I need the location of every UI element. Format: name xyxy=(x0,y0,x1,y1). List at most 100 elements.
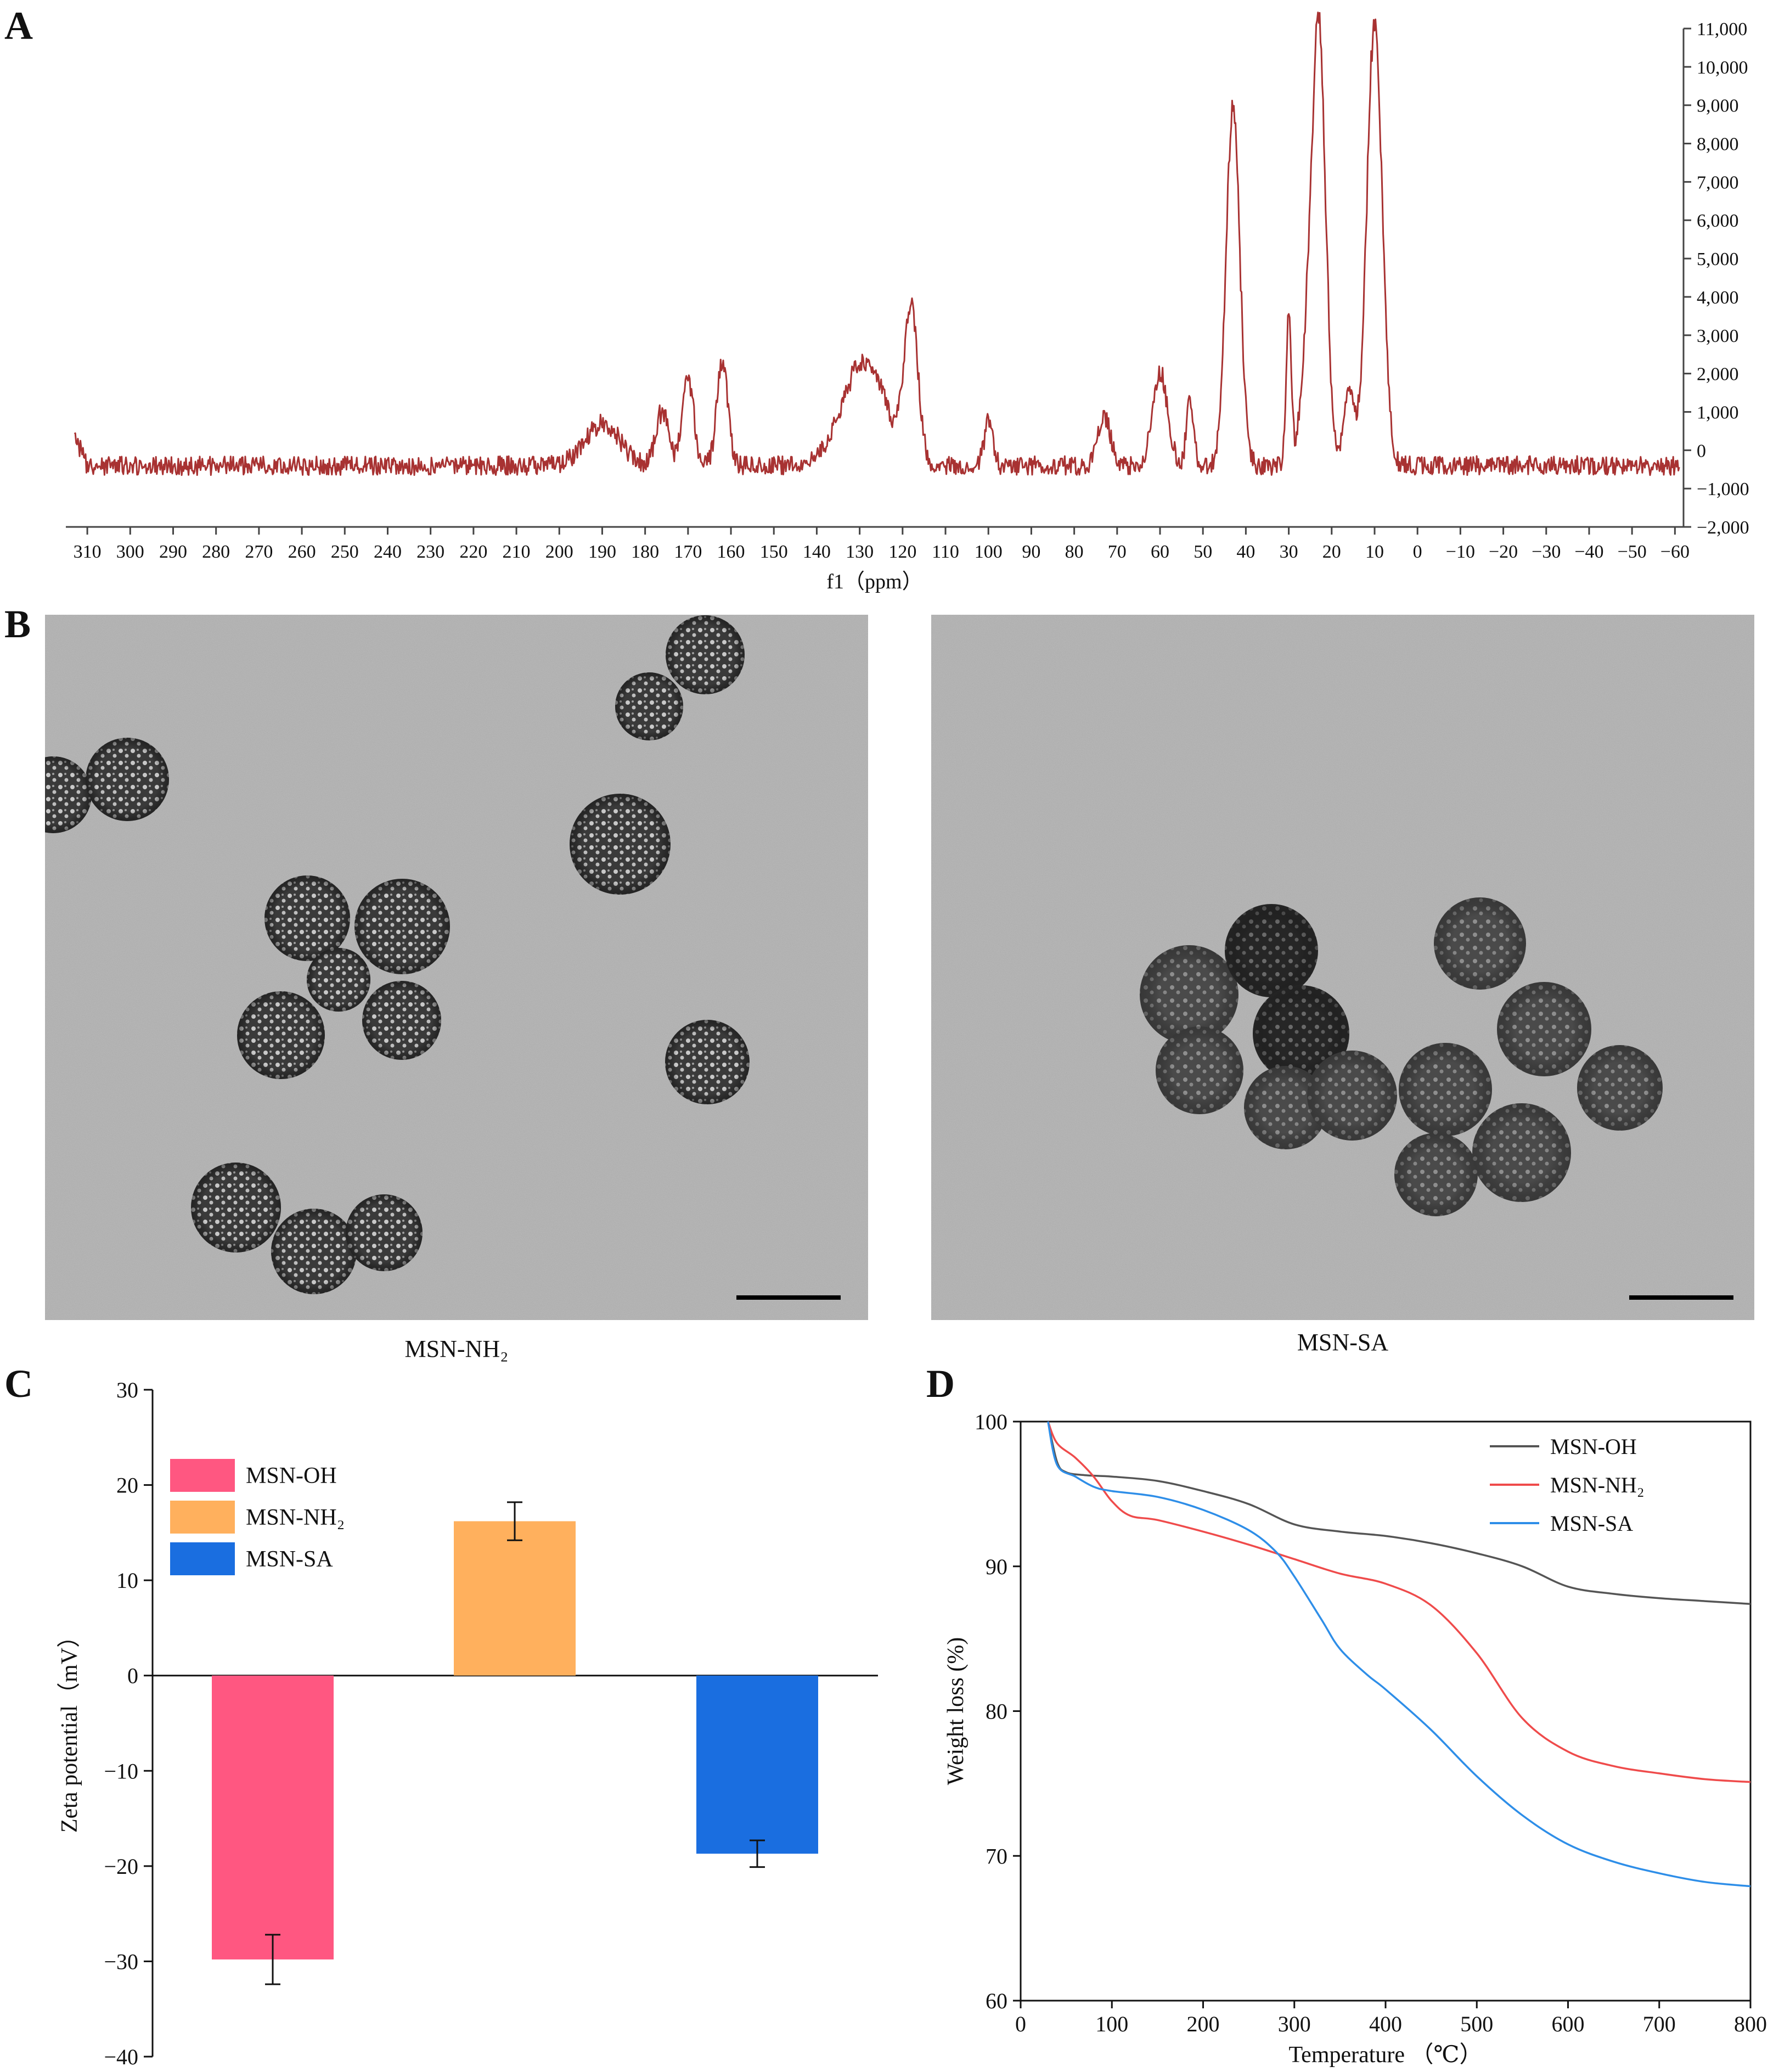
x-tick-label: 240 xyxy=(374,542,402,562)
series-line xyxy=(1047,1421,1751,1888)
y-tick-label: 9,000 xyxy=(1697,96,1739,116)
y-tick-label: 11,000 xyxy=(1697,19,1747,40)
x-tick-label: 110 xyxy=(932,542,959,562)
x-tick-label: 100 xyxy=(1095,2012,1128,2036)
y-tick-label: 7,000 xyxy=(1697,172,1739,193)
y-tick-label: 0 xyxy=(127,1664,138,1688)
x-tick-label: 600 xyxy=(1552,2012,1585,2036)
x-tick-label: −60 xyxy=(1660,542,1690,562)
x-tick-label: 300 xyxy=(116,542,144,562)
y-tick-label: 6,000 xyxy=(1697,211,1739,231)
x-tick-label: 0 xyxy=(1015,2012,1026,2036)
x-tick-label: 400 xyxy=(1369,2012,1402,2036)
x-tick-label: 500 xyxy=(1460,2012,1493,2036)
x-axis-title: f1（ppm） xyxy=(826,570,922,593)
x-tick-label: −20 xyxy=(1489,542,1518,562)
x-tick-label: 10 xyxy=(1365,542,1384,562)
y-tick-label: 100 xyxy=(975,1410,1007,1434)
x-tick-label: 140 xyxy=(803,542,831,562)
x-tick-label: 210 xyxy=(503,542,531,562)
tem-caption-left: MSN-NH₂ xyxy=(404,1335,509,1362)
tem-image-msn-sa xyxy=(931,615,1754,1320)
x-tick-label: 190 xyxy=(588,542,616,562)
x-tick-label: 30 xyxy=(1280,542,1298,562)
x-tick-label: 220 xyxy=(459,542,487,562)
series-line xyxy=(1047,1421,1751,1605)
y-tick-label: −40 xyxy=(104,2045,138,2069)
x-tick-label: 180 xyxy=(631,542,659,562)
zeta-potential-chart: 30 20 10 0 −10 −20 −30 −40 Zeta potential（mV） MSN… xyxy=(57,1378,878,2069)
y-tick-label: 10,000 xyxy=(1697,58,1748,78)
x-tick-label: 150 xyxy=(760,542,788,562)
legend-label: MSN-OH xyxy=(246,1463,337,1489)
y-tick-label: 0 xyxy=(1697,441,1706,461)
x-axis-title: Temperature （℃） xyxy=(1288,2042,1482,2068)
y-tick-label: 4,000 xyxy=(1697,288,1739,308)
panel-letter-b: B xyxy=(4,602,31,646)
panel-letter-a: A xyxy=(4,4,33,48)
x-tick-label: 230 xyxy=(416,542,444,562)
x-tick-label: 130 xyxy=(846,542,874,562)
y-tick-label: 80 xyxy=(986,1699,1007,1724)
x-tick-label: 250 xyxy=(331,542,359,562)
y-tick-label: 90 xyxy=(986,1554,1007,1579)
x-tick-label: 40 xyxy=(1236,542,1255,562)
x-tick-label: 300 xyxy=(1278,2012,1311,2036)
y-tick-label: 70 xyxy=(986,1844,1007,1868)
x-tick-label: 280 xyxy=(202,542,230,562)
x-tick-label: 700 xyxy=(1643,2012,1676,2036)
y-tick-label: 3,000 xyxy=(1697,326,1739,346)
y-tick-label: −20 xyxy=(104,1854,138,1879)
nmr-spectrum-chart: 310 300 290 280 270 260 250 240 230 220 210 200 190 1… xyxy=(66,12,1749,593)
x-tick-label: −30 xyxy=(1532,542,1561,562)
y-tick-label: 30 xyxy=(116,1378,138,1402)
y-tick-label: 20 xyxy=(116,1473,138,1498)
legend-label: MSN-OH xyxy=(1550,1434,1637,1459)
x-tick-label: 50 xyxy=(1193,542,1212,562)
x-tick-label: 100 xyxy=(975,542,1003,562)
x-tick-label: −40 xyxy=(1574,542,1603,562)
x-tick-label: 170 xyxy=(674,542,702,562)
y-tick-label: −2,000 xyxy=(1697,518,1749,538)
tga-weight-loss-chart: 0 100 200 300 400 500 600 700 800 60 70 80 90 100 Temp… xyxy=(943,1410,1767,2068)
legend-label: MSN-SA xyxy=(1550,1511,1633,1536)
legend-swatch xyxy=(170,1501,235,1534)
y-axis-title: Weight loss (%) xyxy=(943,1637,969,1785)
x-tick-label: −50 xyxy=(1618,542,1647,562)
y-tick-label: 8,000 xyxy=(1697,134,1739,155)
x-tick-label: 310 xyxy=(74,542,102,562)
x-tick-label: 60 xyxy=(1151,542,1169,562)
x-tick-label: −10 xyxy=(1446,542,1475,562)
y-tick-label: 10 xyxy=(116,1568,138,1593)
y-tick-label: 2,000 xyxy=(1697,364,1739,385)
x-tick-label: 800 xyxy=(1734,2012,1767,2036)
legend-label: MSN-NH₂ xyxy=(246,1505,345,1530)
legend-swatch xyxy=(170,1459,235,1492)
nanoparticles-left xyxy=(45,615,750,1294)
x-tick-label: 200 xyxy=(545,542,573,562)
tem-image-msn-nh2 xyxy=(45,615,868,1320)
x-tick-label: 260 xyxy=(288,542,316,562)
y-tick-label: 60 xyxy=(986,1989,1007,2013)
plot-frame xyxy=(1020,1420,1752,2002)
panel-letter-c: C xyxy=(4,1362,33,1406)
y-tick-label: 5,000 xyxy=(1697,249,1739,269)
scale-bar xyxy=(1629,1295,1733,1300)
x-tick-label: 290 xyxy=(159,542,187,562)
series-line xyxy=(1047,1421,1751,1783)
tem-caption-right: MSN-SA xyxy=(1297,1329,1389,1356)
x-tick-label: 20 xyxy=(1322,542,1341,562)
x-tick-label: 90 xyxy=(1022,542,1040,562)
y-tick-label: −10 xyxy=(104,1759,138,1783)
x-tick-label: 160 xyxy=(717,542,745,562)
legend-label: MSN-SA xyxy=(246,1547,333,1572)
x-tick-label: 120 xyxy=(888,542,916,562)
bar xyxy=(454,1521,576,1676)
legend-label: MSN-NH₂ xyxy=(1550,1473,1645,1497)
scale-bar xyxy=(736,1295,841,1300)
nmr-spectrum-line xyxy=(74,12,1680,476)
panel-letter-d: D xyxy=(926,1362,955,1406)
bar xyxy=(212,1675,334,1959)
y-axis-title: Zeta potential（mV） xyxy=(57,1625,82,1833)
y-tick-label: −30 xyxy=(104,1949,138,1974)
